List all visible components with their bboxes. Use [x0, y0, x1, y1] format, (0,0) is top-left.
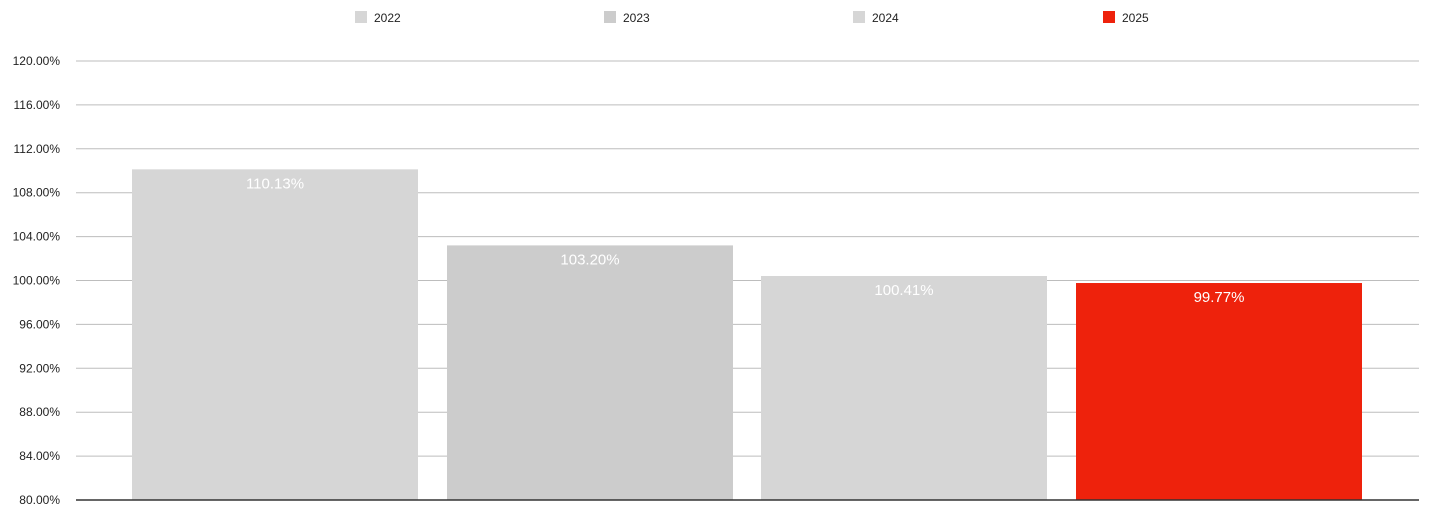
y-tick-label: 100.00% — [13, 274, 61, 288]
legend-swatch-2025 — [1103, 11, 1115, 23]
bar-2025 — [1076, 283, 1362, 500]
y-tick-label: 96.00% — [19, 317, 60, 331]
bar-2023 — [447, 245, 733, 500]
y-tick-label: 80.00% — [19, 493, 60, 507]
bars — [132, 169, 1362, 501]
data-label-2023: 103.20% — [560, 251, 619, 268]
bar-2022 — [132, 169, 418, 501]
y-tick-label: 116.00% — [14, 98, 61, 112]
legend-label-2022: 2022 — [374, 11, 401, 25]
legend-swatch-2022 — [355, 11, 367, 23]
legend-label-2024: 2024 — [872, 11, 899, 25]
legend-swatch-2023 — [604, 11, 616, 23]
bar-2024 — [761, 276, 1047, 500]
y-axis: 80.00% 84.00% 88.00% 92.00% 96.00% 100.00% 104… — [13, 54, 61, 507]
data-label-2025: 99.77% — [1194, 289, 1245, 306]
data-labels: 110.13% 103.20% 100.41% 99.77% — [246, 175, 1244, 306]
data-label-2022: 110.13% — [246, 175, 304, 192]
legend-label-2025: 2025 — [1122, 11, 1149, 25]
legend-label-2023: 2023 — [623, 11, 650, 25]
y-tick-label: 108.00% — [13, 186, 61, 200]
data-label-2024: 100.41% — [874, 282, 933, 299]
y-tick-label: 120.00% — [13, 54, 61, 68]
y-tick-label: 112.00% — [14, 142, 61, 156]
y-tick-label: 84.00% — [19, 449, 60, 463]
legend: 2022 2023 2024 2025 — [355, 11, 1149, 25]
y-tick-label: 88.00% — [19, 405, 60, 419]
y-tick-label: 104.00% — [13, 230, 61, 244]
y-tick-label: 92.00% — [19, 361, 60, 375]
legend-swatch-2024 — [853, 11, 865, 23]
